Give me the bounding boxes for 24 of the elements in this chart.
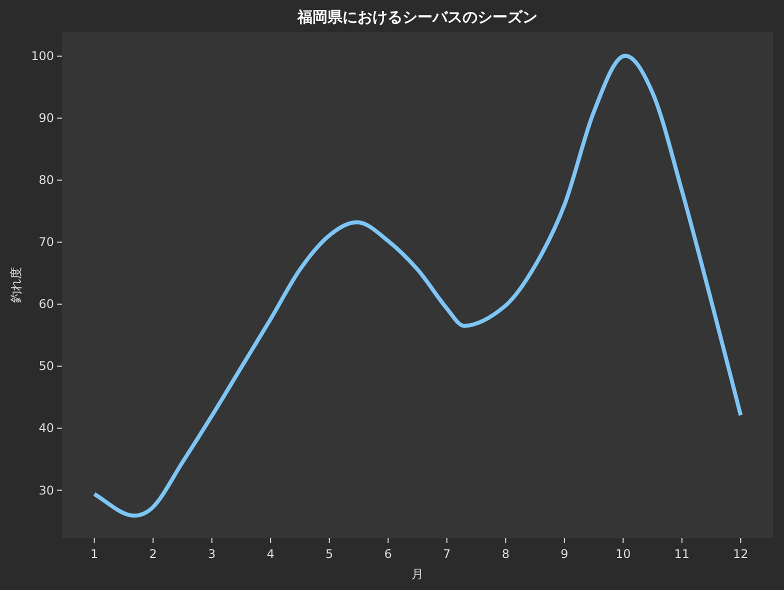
x-axis-title: 月 bbox=[412, 567, 424, 581]
y-axis-title: 釣れ度 bbox=[9, 267, 23, 303]
x-tick-label: 4 bbox=[266, 547, 274, 561]
x-tick-label: 11 bbox=[674, 547, 690, 561]
y-tick-label: 30 bbox=[38, 483, 54, 498]
y-tick-label: 60 bbox=[38, 297, 54, 312]
line-series bbox=[92, 54, 743, 518]
y-tick-label: 80 bbox=[38, 173, 54, 188]
x-tick-label: 1 bbox=[90, 547, 98, 561]
x-tick-label: 12 bbox=[733, 547, 748, 561]
x-tick-label: 10 bbox=[616, 547, 631, 561]
x-tick-label: 5 bbox=[326, 547, 334, 561]
x-tick-label: 3 bbox=[208, 547, 216, 561]
x-tick-label: 8 bbox=[502, 547, 510, 561]
x-tick-label: 6 bbox=[384, 547, 392, 561]
x-tick-label: 7 bbox=[443, 547, 451, 561]
x-tick-label: 2 bbox=[149, 547, 157, 561]
y-tick-label: 100 bbox=[31, 49, 54, 64]
y-tick-label: 50 bbox=[38, 359, 54, 374]
y-tick-label: 90 bbox=[38, 111, 54, 126]
chart-title: 福岡県におけるシーバスのシーズン bbox=[296, 8, 538, 26]
y-tick-label: 70 bbox=[38, 235, 54, 250]
x-tick-label: 9 bbox=[560, 547, 568, 561]
y-tick-label: 40 bbox=[38, 421, 54, 436]
